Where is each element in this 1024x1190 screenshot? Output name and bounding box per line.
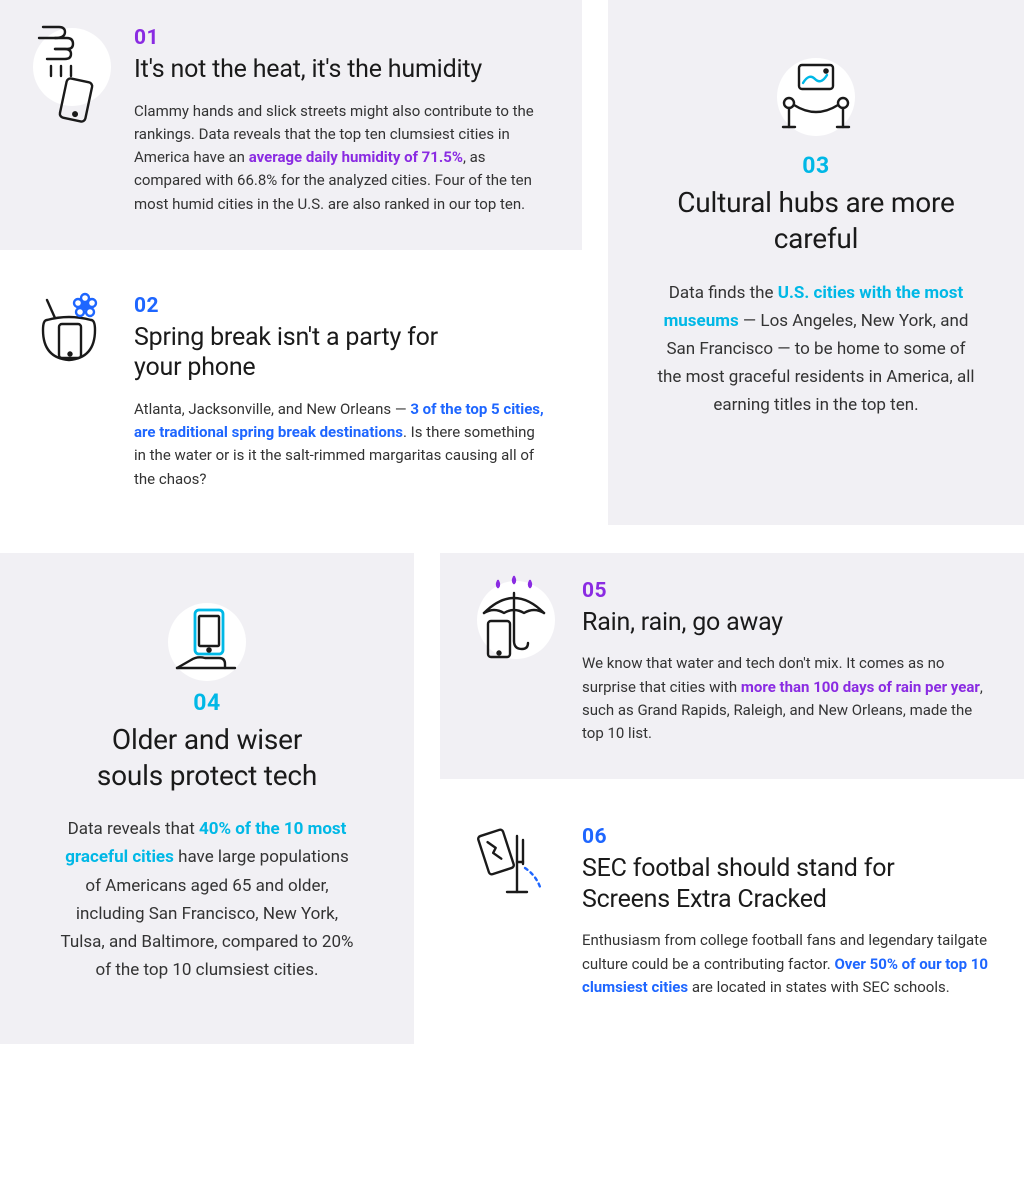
card-03-number: 03 bbox=[654, 154, 978, 177]
card-05-content: 05 Rain, rain, go away We know that wate… bbox=[582, 581, 990, 746]
card-04-number: 04 bbox=[56, 691, 358, 714]
card-04: 04 Older and wiser souls protect tech Da… bbox=[0, 553, 414, 1044]
card-04-title-l1: Older and wiser bbox=[112, 723, 302, 756]
card-02-content: 02 Spring break isn't a party for your p… bbox=[134, 296, 548, 491]
card-06-body-post: are located in states with SEC schools. bbox=[688, 978, 950, 996]
card-06-number: 06 bbox=[582, 827, 990, 848]
card-01: 01 It's not the heat, it's the humidity … bbox=[0, 0, 582, 250]
card-06: 06 SEC footbal should stand for Screens … bbox=[440, 801, 1024, 1033]
card-04-title-l2: souls protect tech bbox=[97, 759, 317, 792]
card-02: 02 Spring break isn't a party for your p… bbox=[0, 270, 582, 525]
card-02-body: Atlanta, Jacksonville, and New Orleans —… bbox=[134, 398, 548, 491]
left-stack-top: 01 It's not the heat, it's the humidity … bbox=[0, 0, 582, 525]
card-03-body: Data finds the U.S. cities with the most… bbox=[654, 279, 978, 419]
card-01-highlight: average daily humidity of 71.5% bbox=[249, 148, 463, 166]
museum-painting-icon bbox=[777, 58, 855, 136]
card-05: 05 Rain, rain, go away We know that wate… bbox=[440, 553, 1024, 780]
card-02-number: 02 bbox=[134, 296, 548, 317]
left-col-bottom: 04 Older and wiser souls protect tech Da… bbox=[0, 553, 414, 1044]
card-04-title: Older and wiser souls protect tech bbox=[56, 722, 358, 794]
card-04-body-pre: Data reveals that bbox=[68, 819, 199, 839]
card-01-title: It's not the heat, it's the humidity bbox=[134, 55, 548, 86]
card-04-body: Data reveals that 40% of the 10 most gra… bbox=[56, 815, 358, 983]
right-col-top: 03 Cultural hubs are more careful Data f… bbox=[608, 0, 1024, 525]
card-05-highlight: more than 100 days of rain per year bbox=[741, 678, 980, 696]
hand-drop-phone-icon bbox=[33, 28, 111, 106]
top-row: 01 It's not the heat, it's the humidity … bbox=[0, 0, 1024, 525]
right-stack-bottom: 05 Rain, rain, go away We know that wate… bbox=[440, 553, 1024, 1044]
card-03-icon-wrap bbox=[654, 58, 978, 136]
card-05-title: Rain, rain, go away bbox=[582, 608, 990, 639]
cocktail-phone-icon bbox=[33, 296, 111, 374]
bottom-row: 04 Older and wiser souls protect tech Da… bbox=[0, 553, 1024, 1044]
card-05-icon-wrap bbox=[468, 581, 564, 746]
infographic-container: 01 It's not the heat, it's the humidity … bbox=[0, 0, 1024, 1044]
card-03-body-pre: Data finds the bbox=[669, 283, 778, 303]
card-05-body: We know that water and tech don't mix. I… bbox=[582, 652, 990, 745]
card-06-title: SEC footbal should stand for Screens Ext… bbox=[582, 854, 942, 915]
umbrella-phone-rain-icon bbox=[477, 581, 555, 659]
card-03-title: Cultural hubs are more careful bbox=[654, 185, 978, 257]
card-04-icon-wrap bbox=[56, 603, 358, 681]
card-06-content: 06 SEC footbal should stand for Screens … bbox=[582, 827, 990, 999]
hand-hold-phone-icon bbox=[168, 603, 246, 681]
card-01-icon-wrap bbox=[28, 28, 116, 216]
card-02-icon-wrap bbox=[28, 296, 116, 491]
card-06-icon-wrap bbox=[468, 827, 564, 999]
card-06-body: Enthusiasm from college football fans an… bbox=[582, 929, 990, 999]
card-01-content: 01 It's not the heat, it's the humidity … bbox=[134, 28, 548, 216]
card-02-body-pre: Atlanta, Jacksonville, and New Orleans — bbox=[134, 400, 410, 418]
card-01-number: 01 bbox=[134, 28, 548, 49]
card-02-title: Spring break isn't a party for your phon… bbox=[134, 323, 454, 384]
card-03: 03 Cultural hubs are more careful Data f… bbox=[608, 0, 1024, 525]
card-05-number: 05 bbox=[582, 581, 990, 602]
card-01-body: Clammy hands and slick streets might als… bbox=[134, 100, 548, 216]
cracked-screen-stand-icon bbox=[477, 827, 555, 905]
